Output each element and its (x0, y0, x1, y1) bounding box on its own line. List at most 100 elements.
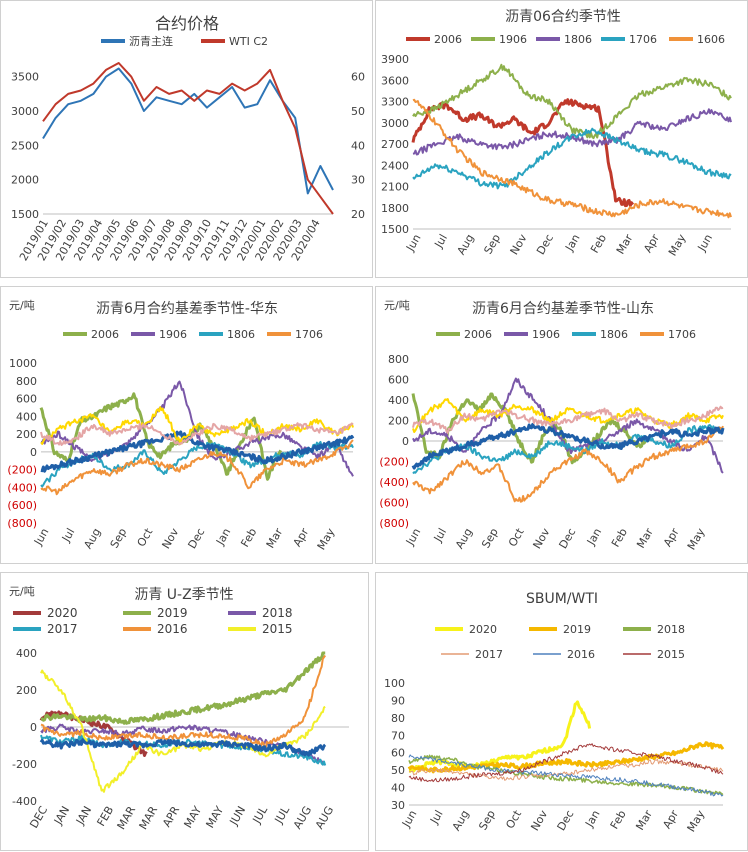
x-tick-label: AUG (313, 804, 336, 831)
y2-tick-label: 40 (351, 139, 365, 152)
chart-title: 沥青06合约季节性 (505, 9, 621, 25)
y-tick-label: 1500 (381, 223, 409, 236)
x-tick-label: Dec (555, 808, 577, 833)
x-tick-label: Jan (584, 526, 604, 548)
x-tick-label: Dec (185, 526, 207, 551)
y-tick-label: 70 (391, 729, 405, 742)
x-tick-label: Aug (450, 808, 472, 833)
y-tick-label: 400 (16, 410, 37, 423)
y2-tick-label: 60 (351, 71, 365, 84)
y-tick-label: 3900 (381, 53, 409, 66)
x-tick-label: Apr (641, 232, 662, 255)
x-tick-label: Aug (453, 526, 475, 551)
chart-title: 沥青6月合约基差季节性-华东 (96, 300, 278, 317)
y-tick-label: -200 (12, 758, 37, 771)
series-line-2019 (40, 651, 326, 725)
x-tick-label: May (685, 526, 708, 553)
chart-title: SBUM/WTI (526, 591, 598, 607)
y-tick-label: 2000 (11, 174, 39, 187)
y-tick-label: 200 (16, 428, 37, 441)
y-tick-label: 0 (30, 721, 37, 734)
y-tick-label: 600 (16, 393, 37, 406)
y-tick-label: 800 (16, 375, 37, 388)
y-tick-label: 1800 (381, 202, 409, 215)
x-tick-label: FEB (95, 804, 117, 829)
x-tick-label: Mar (633, 808, 655, 833)
series-line-series5 (40, 406, 354, 445)
y-tick-label: 2700 (381, 138, 409, 151)
x-tick-label: JUL (250, 803, 271, 826)
series-line-WTI C2 (42, 62, 334, 215)
series-line-2006 (411, 392, 653, 465)
sbum-wti-panel: SBUM/WTI 100 90 80 70 60 50 40 30 Jun Jul Aug Sep Oct… (375, 572, 748, 851)
y2-tick-label: 20 (351, 208, 365, 221)
legend-label: WTI C2 (229, 35, 268, 48)
x-tick-label: Jun (695, 232, 715, 254)
y-tick-label: 600 (388, 374, 409, 387)
x-tick-label: Oct (503, 807, 524, 831)
legend-label: 2020 (47, 606, 78, 620)
x-tick-label: Dec (556, 526, 578, 551)
series-line-2020 (39, 710, 148, 757)
chart-title: 沥青 U-Z季节性 (134, 587, 233, 603)
y-tick-label: 2400 (381, 159, 409, 172)
basis-east-panel: 沥青6月合约基差季节性-华东 元/吨 1000 800 600 400 200 0 (200) (… (0, 286, 373, 564)
chart-title: 合约价格 (155, 14, 219, 33)
legend-label: 1906 (499, 33, 527, 46)
x-tick-label: May (315, 526, 338, 553)
series-line-2016 (40, 654, 327, 749)
basis-shandong-chart: 沥青6月合约基差季节性-山东 元/吨 800 600 400 200 0 (200) (400)… (379, 299, 725, 553)
x-tick-label: Oct (506, 525, 527, 549)
x-tick-label: Dec (534, 232, 556, 257)
x-tick-label: Feb (609, 526, 630, 549)
legend-label: 2019 (157, 606, 188, 620)
series-line-1706 (40, 439, 354, 496)
y-tick-label: (800) (379, 517, 409, 530)
series-line-2018 (40, 723, 326, 766)
series-line-1906 (412, 63, 732, 140)
y-tick-label: 0 (402, 435, 409, 448)
x-tick-label: Sep (479, 526, 501, 550)
y-tick-label: (600) (379, 497, 409, 510)
x-tick-label: Aug (81, 526, 103, 551)
y-tick-label: 60 (391, 747, 405, 760)
x-tick-label: Apr (291, 526, 312, 549)
series-line-1806 (412, 108, 732, 156)
legend-label: 2016 (567, 648, 595, 661)
y-tick-label: 1000 (9, 357, 37, 370)
legend-label: 2006 (464, 328, 492, 341)
x-tick-label: Nov (528, 808, 550, 834)
y-tick-label: (200) (379, 456, 409, 469)
series-line-series4 (40, 430, 355, 473)
uz-seasonality-panel: 沥青 U-Z季节性 元/吨 400 200 0 -200 -400 DEC JAN JAN FEB M… (0, 572, 369, 851)
series-line-series6 (412, 405, 724, 434)
y-tick-label: 200 (388, 415, 409, 428)
x-tick-label: Feb (588, 232, 609, 255)
x-tick-label: JAN (51, 804, 72, 828)
x-tick-label: Nov (508, 232, 530, 258)
legend-label: 1706 (295, 328, 323, 341)
x-tick-label: Oct (135, 525, 156, 549)
legend-label: 2020 (469, 623, 497, 636)
x-tick-label: Mar (264, 526, 286, 551)
legend-label: 2018 (657, 623, 685, 636)
x-tick-label: May (666, 232, 689, 259)
x-tick-label: MAY (203, 804, 226, 831)
seasonality-06-panel: 沥青06合约季节性 3900 3600 3300 3000 2700 2400 2100 180… (375, 0, 748, 278)
y-tick-label: 0 (30, 446, 37, 459)
series-line-series6 (39, 738, 327, 757)
x-tick-label: Nov (531, 526, 553, 552)
price-chart: 合约价格3500300025002000150060504030202019/0… (11, 14, 365, 263)
basis-shandong-panel: 沥青6月合约基差季节性-山东 元/吨 800 600 400 200 0 (200) (400)… (375, 286, 748, 564)
legend-label: 1806 (564, 33, 592, 46)
legend-label: 2019 (563, 623, 591, 636)
legend-label: 1606 (697, 33, 725, 46)
x-tick-label: Sep (476, 808, 498, 832)
series-line-series6 (40, 422, 354, 446)
price-chart-panel: 合约价格 3500 3000 2500 2000 1500 60 50 40 30 20 2019/0… (0, 0, 373, 278)
series-line-series5 (412, 398, 724, 433)
x-tick-label: Apr (661, 526, 682, 549)
series-line-2015 (408, 743, 724, 783)
